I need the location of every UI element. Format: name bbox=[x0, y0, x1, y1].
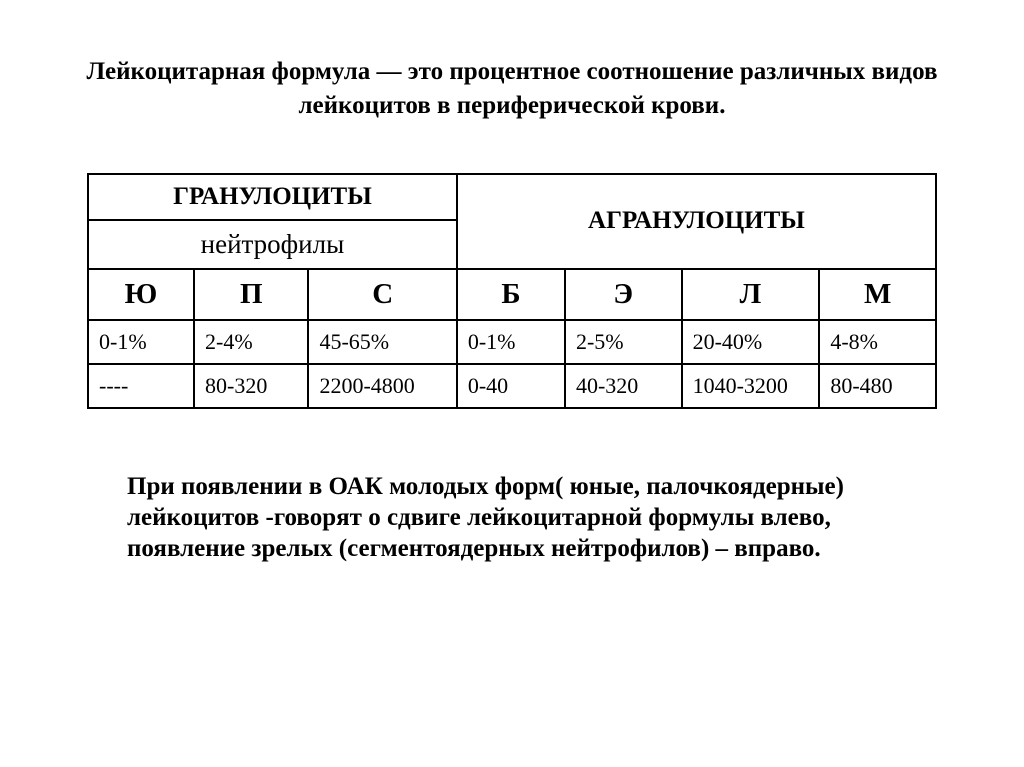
abs-l: 1040-3200 bbox=[682, 364, 820, 408]
table-absolute-row: ---- 80-320 2200-4800 0-40 40-320 1040-3… bbox=[88, 364, 936, 408]
table-percent-row: 0-1% 2-4% 45-65% 0-1% 2-5% 20-40% 4-8% bbox=[88, 320, 936, 364]
header-neutrophils: нейтрофилы bbox=[88, 220, 457, 269]
abs-m: 80-480 bbox=[819, 364, 936, 408]
pct-b: 0-1% bbox=[457, 320, 565, 364]
abs-p: 80-320 bbox=[194, 364, 308, 408]
col-s: С bbox=[308, 269, 456, 320]
pct-l: 20-40% bbox=[682, 320, 820, 364]
header-granulocytes: ГРАНУЛОЦИТЫ bbox=[88, 174, 457, 220]
page-title: Лейкоцитарная формула — это процентное с… bbox=[65, 55, 959, 123]
abs-s: 2200-4800 bbox=[308, 364, 456, 408]
pct-s: 45-65% bbox=[308, 320, 456, 364]
footer-note: При появлении в ОАК молодых форм( юные, … bbox=[127, 471, 897, 565]
abs-b: 0-40 bbox=[457, 364, 565, 408]
col-p: П bbox=[194, 269, 308, 320]
col-e: Э bbox=[565, 269, 682, 320]
col-m: М bbox=[819, 269, 936, 320]
abs-e: 40-320 bbox=[565, 364, 682, 408]
pct-yu: 0-1% bbox=[88, 320, 194, 364]
col-b: Б bbox=[457, 269, 565, 320]
pct-p: 2-4% bbox=[194, 320, 308, 364]
pct-m: 4-8% bbox=[819, 320, 936, 364]
header-agranulocytes: АГРАНУЛОЦИТЫ bbox=[457, 174, 936, 269]
col-l: Л bbox=[682, 269, 820, 320]
leukocyte-formula-table: ГРАНУЛОЦИТЫ АГРАНУЛОЦИТЫ нейтрофилы Ю П … bbox=[87, 173, 937, 409]
table-header-row-1: ГРАНУЛОЦИТЫ АГРАНУЛОЦИТЫ bbox=[88, 174, 936, 220]
table-column-letters: Ю П С Б Э Л М bbox=[88, 269, 936, 320]
pct-e: 2-5% bbox=[565, 320, 682, 364]
col-yu: Ю bbox=[88, 269, 194, 320]
abs-yu: ---- bbox=[88, 364, 194, 408]
